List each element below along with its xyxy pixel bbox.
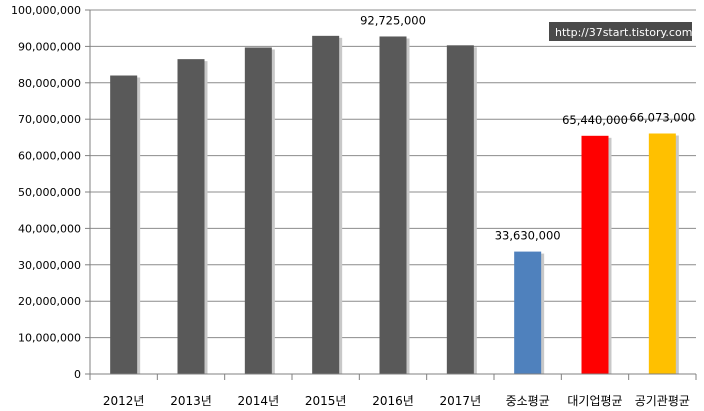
y-tick-label: 100,000,000 bbox=[11, 4, 81, 17]
x-tick-label: 2016년 bbox=[372, 394, 414, 408]
bar bbox=[110, 75, 138, 375]
y-tick-label: 30,000,000 bbox=[18, 259, 81, 272]
bar bbox=[244, 47, 272, 374]
x-tick-label: 2014년 bbox=[238, 394, 280, 408]
bar bbox=[446, 45, 474, 375]
bar bbox=[581, 135, 609, 374]
y-tick-label: 50,000,000 bbox=[18, 186, 81, 199]
x-tick-label: 2013년 bbox=[170, 394, 212, 408]
bar bbox=[312, 35, 340, 375]
x-tick-label: 공기관평균 bbox=[635, 394, 690, 408]
data-label: 92,725,000 bbox=[360, 13, 426, 27]
y-tick-label: 20,000,000 bbox=[18, 295, 81, 308]
y-tick-label: 0 bbox=[74, 368, 81, 381]
data-labels: 92,725,000 33,630,000 65,440,000 66,073,000 bbox=[360, 13, 695, 242]
y-tick-label: 90,000,000 bbox=[18, 40, 81, 53]
x-tick-label: 중소평균 bbox=[506, 394, 550, 408]
watermark: http://37start.tistory.com bbox=[549, 22, 692, 41]
bar bbox=[177, 59, 205, 374]
data-label: 65,440,000 bbox=[562, 113, 628, 127]
bar bbox=[648, 133, 676, 374]
x-tick-label: 대기업평균 bbox=[567, 394, 622, 408]
bars bbox=[110, 35, 679, 375]
x-tick-label: 2015년 bbox=[305, 394, 347, 408]
bar bbox=[514, 251, 542, 374]
y-axis-ticks: 0 10,000,000 20,000,000 30,000,000 40,000,00… bbox=[11, 4, 81, 381]
y-tick-label: 40,000,000 bbox=[18, 222, 81, 235]
bar bbox=[379, 36, 407, 375]
y-tick-label: 60,000,000 bbox=[18, 150, 81, 163]
x-tick-label: 2017년 bbox=[440, 394, 482, 408]
y-tick-label: 70,000,000 bbox=[18, 113, 81, 126]
data-label: 33,630,000 bbox=[495, 229, 561, 243]
x-tick-label: 2012년 bbox=[103, 394, 145, 408]
y-tick-label: 10,000,000 bbox=[18, 332, 81, 345]
y-tick-label: 80,000,000 bbox=[18, 77, 81, 90]
watermark-text: http://37start.tistory.com bbox=[555, 26, 692, 39]
axes bbox=[85, 9, 697, 380]
x-axis-labels: 2012년 2013년 2014년 2015년 2016년 2017년 중소평균 대기업평균 공… bbox=[103, 394, 690, 408]
data-label: 66,073,000 bbox=[629, 110, 695, 124]
watermark-background bbox=[549, 22, 692, 41]
